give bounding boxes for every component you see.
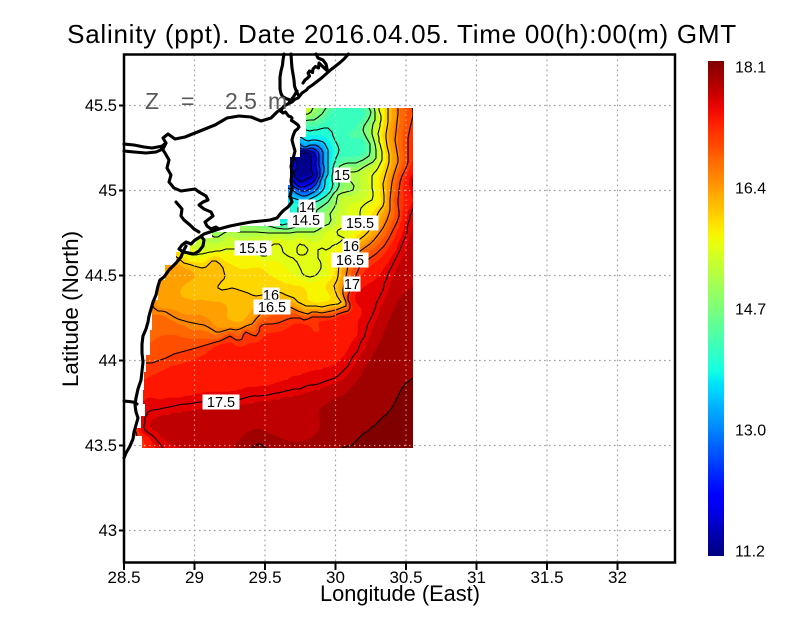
svg-text:11.2: 11.2: [735, 544, 765, 561]
svg-text:17: 17: [344, 277, 360, 293]
svg-text:13.0: 13.0: [735, 423, 766, 440]
svg-text:16.5: 16.5: [258, 300, 286, 316]
svg-text:15: 15: [334, 168, 350, 184]
svg-text:14.7: 14.7: [735, 302, 766, 319]
svg-text:43.5: 43.5: [85, 437, 117, 455]
svg-text:30.5: 30.5: [389, 568, 422, 587]
svg-text:14.5: 14.5: [292, 213, 320, 229]
svg-text:=: =: [181, 88, 194, 114]
svg-text:30: 30: [326, 568, 345, 587]
svg-text:Latitude (North): Latitude (North): [58, 231, 83, 387]
svg-text:44: 44: [99, 352, 117, 370]
svg-text:45.5: 45.5: [85, 97, 117, 115]
svg-text:Salinity (ppt). Date 2016.04.0: Salinity (ppt). Date 2016.04.05. Time 00…: [67, 19, 737, 49]
svg-text:Z: Z: [145, 88, 159, 114]
svg-text:45: 45: [99, 182, 117, 200]
svg-text:31: 31: [467, 568, 486, 587]
svg-text:16.5: 16.5: [336, 253, 364, 269]
svg-text:18.1: 18.1: [735, 60, 766, 77]
svg-text:29.5: 29.5: [248, 568, 281, 587]
svg-text:16: 16: [343, 239, 359, 255]
svg-text:43: 43: [99, 522, 117, 540]
svg-text:15.5: 15.5: [239, 241, 267, 257]
svg-text:Longitude (East): Longitude (East): [320, 581, 480, 606]
svg-text:32: 32: [608, 568, 627, 587]
svg-text:44.5: 44.5: [85, 267, 117, 285]
svg-text:17.5: 17.5: [207, 395, 235, 411]
svg-text:14: 14: [299, 200, 315, 216]
svg-text:29: 29: [185, 568, 204, 587]
svg-text:28.5: 28.5: [107, 568, 140, 587]
svg-text:16.4: 16.4: [735, 181, 766, 198]
svg-text:2.5: 2.5: [225, 88, 257, 114]
svg-text:15.5: 15.5: [346, 216, 374, 232]
svg-text:m: m: [268, 88, 287, 114]
svg-text:31.5: 31.5: [530, 568, 563, 587]
